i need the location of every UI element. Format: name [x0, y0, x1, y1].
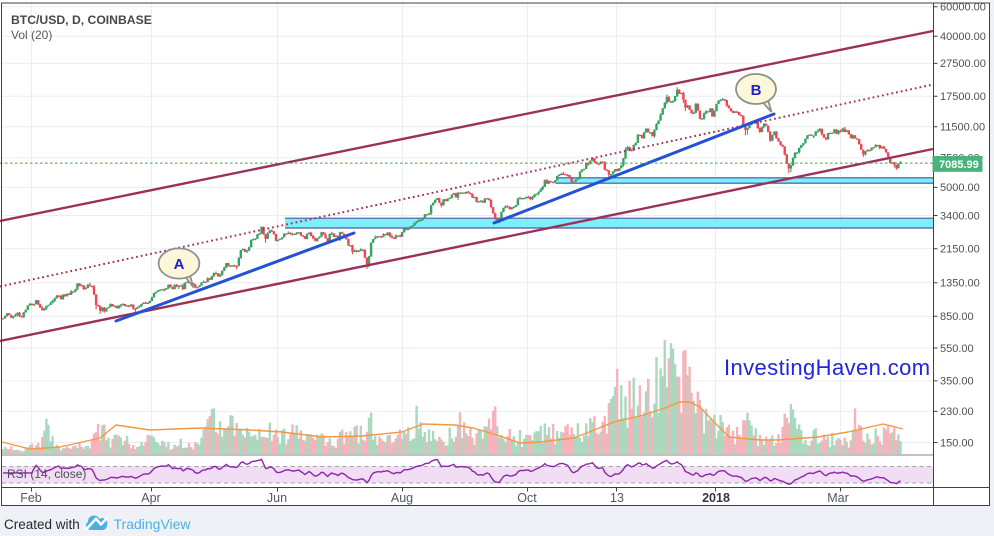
- svg-text:BTC/USD, D, COINBASE: BTC/USD, D, COINBASE: [11, 13, 152, 27]
- svg-text:Jun: Jun: [267, 491, 287, 505]
- svg-text:Apr: Apr: [141, 491, 160, 505]
- svg-text:3400.00: 3400.00: [940, 210, 980, 222]
- svg-text:A: A: [174, 256, 185, 273]
- svg-text:Oct: Oct: [517, 491, 537, 505]
- svg-text:11500.00: 11500.00: [940, 122, 985, 134]
- svg-text:230.00: 230.00: [940, 406, 974, 418]
- svg-text:Created with: Created with: [4, 517, 80, 532]
- svg-text:550.00: 550.00: [940, 343, 974, 355]
- svg-text:Mar: Mar: [827, 491, 849, 505]
- svg-text:5000.00: 5000.00: [940, 182, 980, 194]
- svg-text:1350.00: 1350.00: [940, 278, 980, 290]
- svg-text:850.00: 850.00: [940, 311, 974, 323]
- svg-text:2018: 2018: [702, 491, 730, 505]
- svg-text:Vol (20): Vol (20): [11, 28, 52, 42]
- svg-text:60000.00: 60000.00: [940, 2, 986, 14]
- svg-text:40000.00: 40000.00: [940, 31, 986, 43]
- svg-text:17500.00: 17500.00: [940, 91, 986, 103]
- svg-text:Aug: Aug: [391, 491, 413, 505]
- svg-text:150.00: 150.00: [940, 437, 974, 449]
- svg-text:13: 13: [610, 491, 624, 505]
- svg-text:Feb: Feb: [20, 491, 42, 505]
- svg-text:350.00: 350.00: [940, 376, 974, 388]
- svg-text:2150.00: 2150.00: [940, 244, 980, 256]
- svg-text:RSI (14, close): RSI (14, close): [7, 467, 86, 481]
- svg-text:27500.00: 27500.00: [940, 58, 986, 70]
- svg-text:InvestingHaven.com: InvestingHaven.com: [724, 355, 931, 380]
- svg-text:B: B: [751, 82, 762, 99]
- svg-text:7085.99: 7085.99: [939, 159, 979, 171]
- svg-text:TradingView: TradingView: [114, 516, 192, 532]
